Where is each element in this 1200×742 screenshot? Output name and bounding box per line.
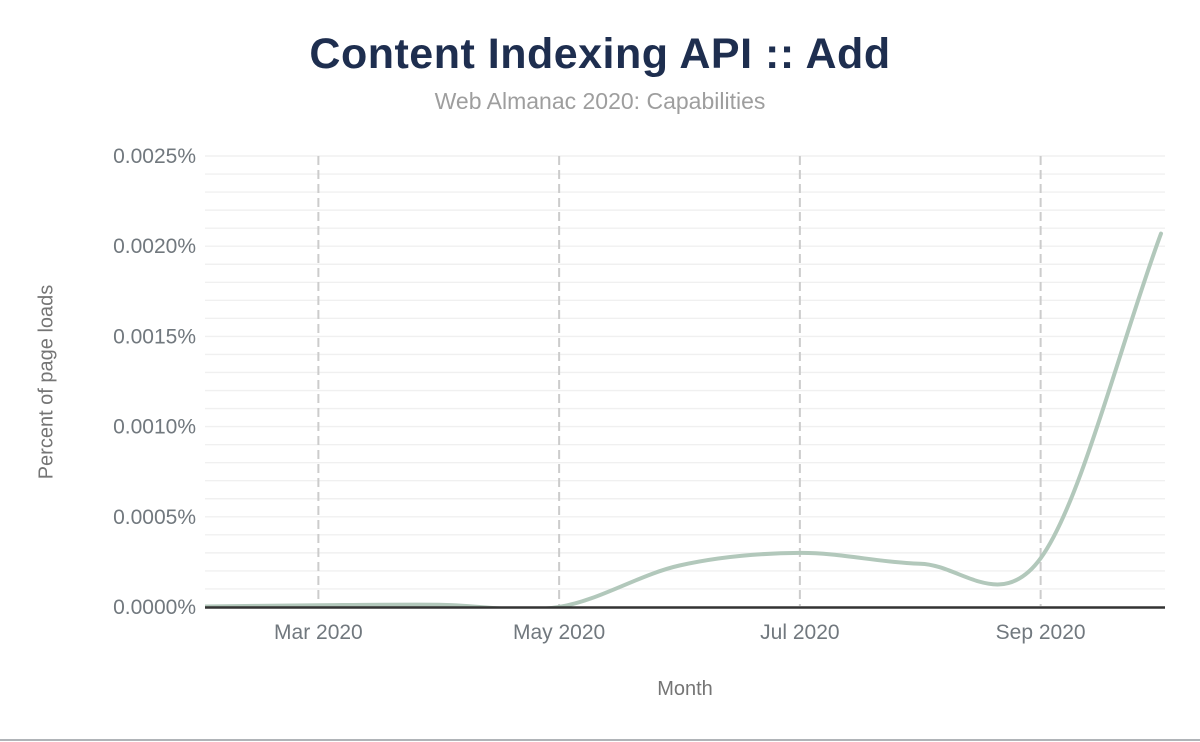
- x-axis-title: Month: [657, 678, 713, 700]
- y-tick-label: 0.0005%: [113, 506, 196, 529]
- x-tick-label: Mar 2020: [274, 621, 363, 644]
- chart-subtitle: Web Almanac 2020: Capabilities: [434, 88, 766, 114]
- x-tick-label: Jul 2020: [760, 621, 839, 644]
- y-tick-label: 0.0015%: [113, 325, 196, 348]
- x-tick-label: Sep 2020: [996, 621, 1086, 644]
- x-tick-label: May 2020: [513, 621, 605, 644]
- series-line: [205, 231, 1163, 608]
- chart-title: Content Indexing API :: Add: [309, 30, 891, 78]
- y-axis-title: Percent of page loads: [35, 284, 58, 480]
- y-tick-label: 0.0000%: [113, 596, 196, 619]
- y-tick-label: 0.0020%: [113, 235, 196, 258]
- y-tick-label: 0.0010%: [113, 416, 196, 439]
- bottom-divider: [0, 739, 1200, 741]
- y-tick-label: 0.0025%: [113, 145, 196, 168]
